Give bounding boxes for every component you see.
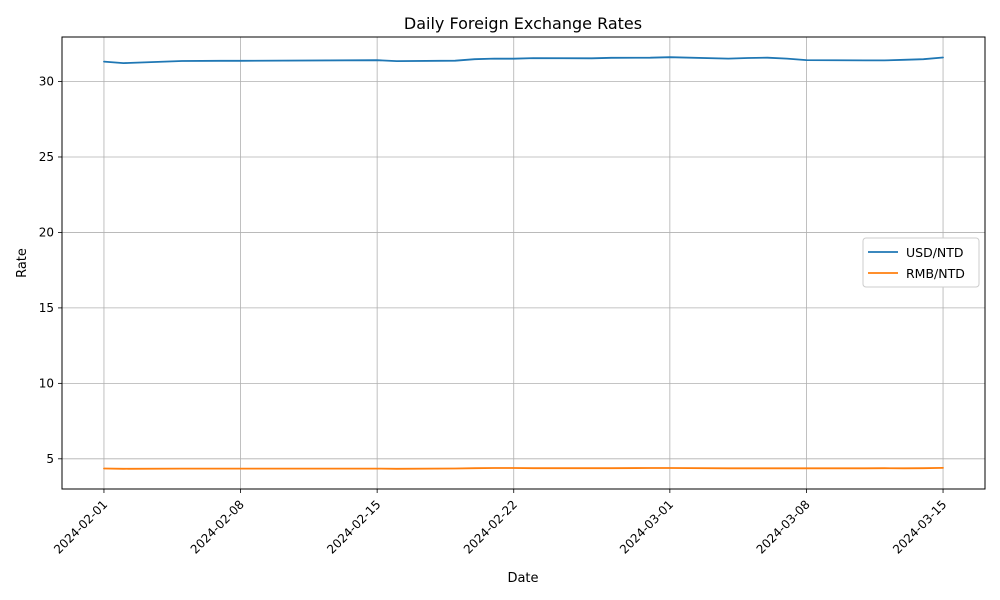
grid — [62, 37, 985, 489]
chart-title: Daily Foreign Exchange Rates — [404, 14, 642, 33]
y-axis-title: Rate — [15, 248, 30, 278]
series-lines — [103, 56, 944, 470]
series-line-rmb-ntd — [103, 466, 944, 470]
y-tick-label: 25 — [39, 150, 54, 164]
y-tick-label: 10 — [39, 376, 54, 390]
legend-label-usd-ntd: USD/NTD — [906, 245, 964, 260]
series-line-usd-ntd — [103, 56, 944, 64]
y-tick-label: 30 — [39, 75, 54, 89]
plot-frame — [61, 36, 986, 490]
legend-label-rmb-ntd: RMB/NTD — [906, 266, 965, 281]
y-tick-label: 5 — [46, 452, 54, 466]
x-axis-title: Date — [507, 571, 538, 586]
legend: USD/NTD RMB/NTD — [862, 237, 980, 288]
y-tick-label: 15 — [39, 301, 54, 315]
legend-box — [862, 237, 980, 288]
y-tick-label: 20 — [39, 225, 54, 239]
